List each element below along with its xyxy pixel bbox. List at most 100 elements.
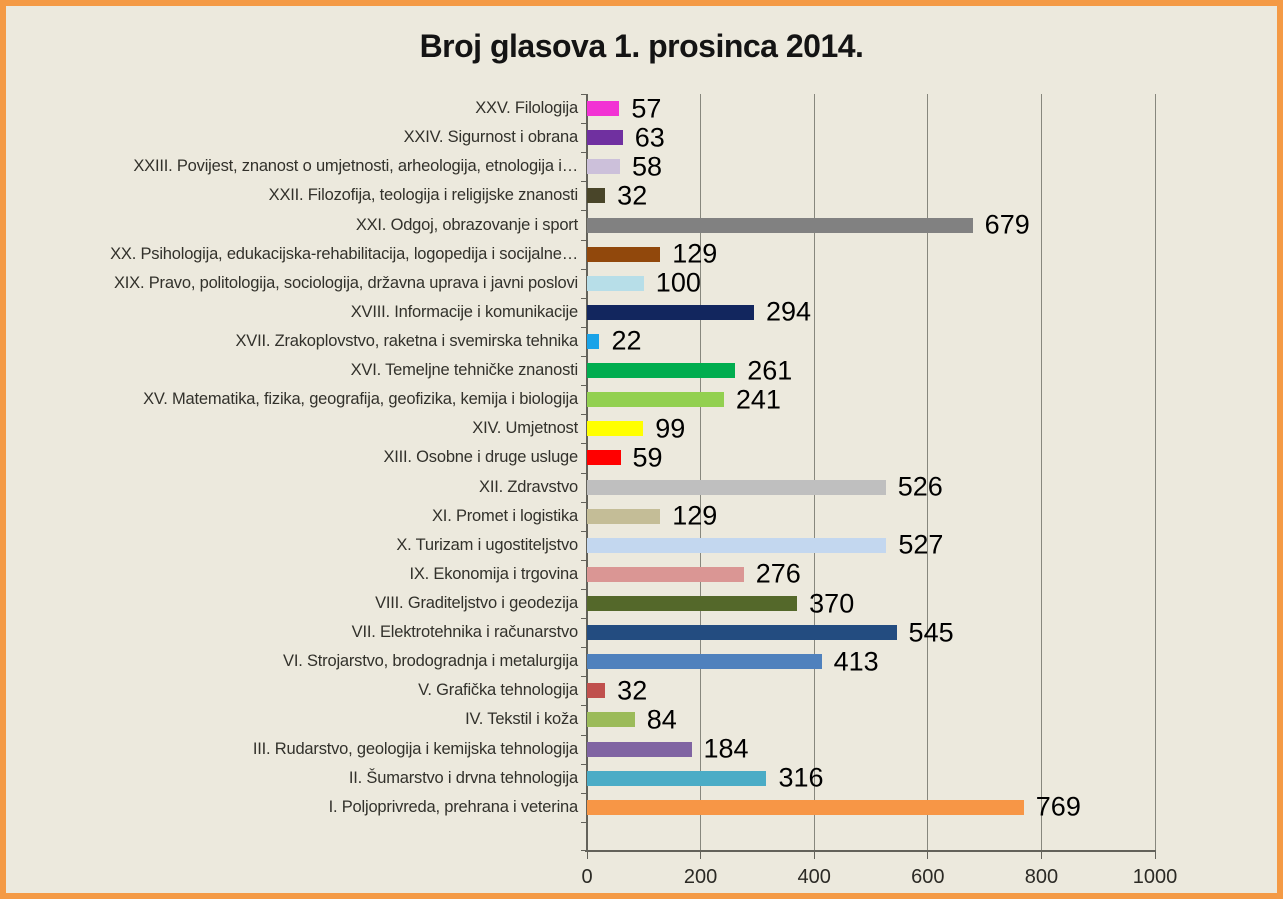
y-axis-tick bbox=[581, 734, 587, 736]
bar-value-label: 129 bbox=[672, 238, 718, 269]
bar bbox=[587, 741, 692, 757]
category-label: XVIII. Informacije i komunikacije bbox=[350, 302, 578, 321]
category-label: XXII. Filozofija, teologija i religijske… bbox=[268, 186, 579, 205]
y-axis-tick bbox=[581, 588, 587, 590]
category-label: X. Turizam i ugostiteljstvo bbox=[396, 535, 578, 554]
x-axis-tick-label: 1000 bbox=[1132, 866, 1178, 888]
chart-title: Broj glasova 1. prosinca 2014. bbox=[419, 28, 864, 64]
y-axis-tick bbox=[581, 676, 587, 678]
bar-value-label: 370 bbox=[809, 588, 855, 619]
bar-value-label: 769 bbox=[1035, 791, 1081, 822]
bar bbox=[587, 596, 798, 612]
bar bbox=[587, 304, 754, 320]
y-axis-tick bbox=[581, 850, 587, 851]
category-label: XXIV. Sigurnost i obrana bbox=[403, 128, 579, 147]
category-label: XXIII. Povijest, znanost o umjetnosti, a… bbox=[133, 157, 578, 176]
bar-value-label: 84 bbox=[646, 704, 677, 735]
bar bbox=[587, 566, 744, 582]
bar bbox=[587, 101, 620, 117]
bar-value-label: 32 bbox=[617, 180, 648, 211]
gridline bbox=[927, 94, 929, 851]
x-axis-tick-label: 400 bbox=[797, 866, 831, 888]
bar bbox=[587, 421, 644, 437]
bar bbox=[587, 392, 724, 408]
bar bbox=[587, 188, 606, 204]
x-axis-tick-label: 800 bbox=[1024, 866, 1059, 888]
x-axis-tick bbox=[927, 851, 929, 859]
gridline bbox=[700, 94, 702, 851]
category-label: VI. Strojarstvo, brodogradnja i metalurg… bbox=[283, 652, 578, 671]
x-axis-tick-label: 200 bbox=[683, 866, 718, 888]
bar bbox=[587, 625, 897, 641]
category-label: XVII. Zrakoplovstvo, raketna i svemirska… bbox=[235, 331, 578, 350]
y-axis-tick bbox=[581, 530, 587, 532]
y-axis-tick bbox=[581, 181, 587, 183]
y-axis-tick bbox=[581, 559, 587, 561]
bar bbox=[587, 508, 661, 524]
bar bbox=[587, 712, 635, 728]
bar-value-label: 63 bbox=[634, 122, 665, 153]
bar bbox=[587, 479, 886, 495]
bar bbox=[587, 246, 661, 262]
category-label: IV. Tekstil i koža bbox=[465, 710, 578, 729]
x-axis-line bbox=[585, 850, 1156, 852]
category-label: XIV. Umjetnost bbox=[472, 419, 578, 438]
gridline bbox=[1040, 94, 1042, 851]
x-axis-tick bbox=[1154, 851, 1156, 859]
bar-value-label: 58 bbox=[631, 151, 662, 182]
y-axis-tick bbox=[581, 268, 587, 270]
bar-value-label: 32 bbox=[617, 675, 648, 706]
bar-value-label: 679 bbox=[984, 209, 1030, 240]
y-axis-tick bbox=[581, 472, 587, 474]
category-label: V. Grafička tehnologija bbox=[418, 681, 578, 700]
x-axis-tick bbox=[700, 851, 702, 859]
bar bbox=[587, 333, 600, 349]
category-label: IX. Ekonomija i trgovina bbox=[409, 564, 578, 583]
bar bbox=[587, 130, 623, 146]
x-axis-tick bbox=[1040, 851, 1042, 859]
bar bbox=[587, 799, 1024, 815]
category-label: VIII. Graditeljstvo i geodezija bbox=[375, 594, 578, 612]
y-axis-tick bbox=[581, 297, 587, 299]
bar bbox=[587, 450, 621, 466]
bar bbox=[587, 159, 620, 175]
bar-value-label: 184 bbox=[703, 733, 749, 764]
gridline bbox=[1154, 94, 1156, 851]
bar-value-label: 99 bbox=[655, 413, 686, 444]
y-axis-tick bbox=[581, 501, 587, 503]
x-axis-tick bbox=[586, 851, 588, 859]
x-axis-tick bbox=[813, 851, 815, 859]
y-axis-tick bbox=[581, 414, 587, 416]
y-axis-tick bbox=[581, 326, 587, 328]
bar-value-label: 316 bbox=[778, 762, 824, 793]
bar-value-label: 294 bbox=[765, 296, 812, 327]
bar-value-label: 129 bbox=[672, 500, 718, 531]
bar bbox=[587, 654, 822, 670]
gridline bbox=[813, 94, 815, 851]
bar-value-label: 526 bbox=[897, 471, 943, 502]
category-label: III. Rudarstvo, geologija i kemijska teh… bbox=[252, 739, 578, 758]
bar-value-label: 100 bbox=[655, 267, 701, 298]
category-label: XXI. Odgoj, obrazovanje i sport bbox=[355, 215, 578, 234]
y-axis-tick bbox=[581, 210, 587, 212]
category-label: XX. Psihologija, edukacijska-rehabilitac… bbox=[110, 244, 578, 263]
y-axis-tick bbox=[581, 123, 587, 125]
y-axis-tick bbox=[581, 705, 587, 707]
bar-value-label: 57 bbox=[631, 93, 662, 124]
y-axis-tick bbox=[581, 763, 587, 765]
y-axis-tick bbox=[581, 618, 587, 620]
category-label: XIX. Pravo, politologija, sociologija, d… bbox=[113, 273, 578, 292]
bar-value-label: 413 bbox=[833, 646, 879, 677]
y-axis-tick bbox=[581, 152, 587, 154]
category-label: XV. Matematika, fizika, geografija, geof… bbox=[143, 390, 578, 409]
bar bbox=[587, 217, 973, 233]
category-labels: XXV. Filologija XXIV. Sigurnost i obrana X… bbox=[16, 94, 578, 851]
bar-value-label: 545 bbox=[908, 617, 954, 648]
category-label: II. Šumarstvo i drvna tehnologija bbox=[348, 768, 578, 787]
category-label: XIII. Osobne i druge usluge bbox=[383, 448, 578, 467]
bar-value-label: 22 bbox=[611, 325, 642, 356]
bar bbox=[587, 683, 606, 699]
bar-value-label: 261 bbox=[747, 355, 793, 386]
category-label: I. Poljoprivreda, prehrana i veterina bbox=[328, 797, 579, 816]
